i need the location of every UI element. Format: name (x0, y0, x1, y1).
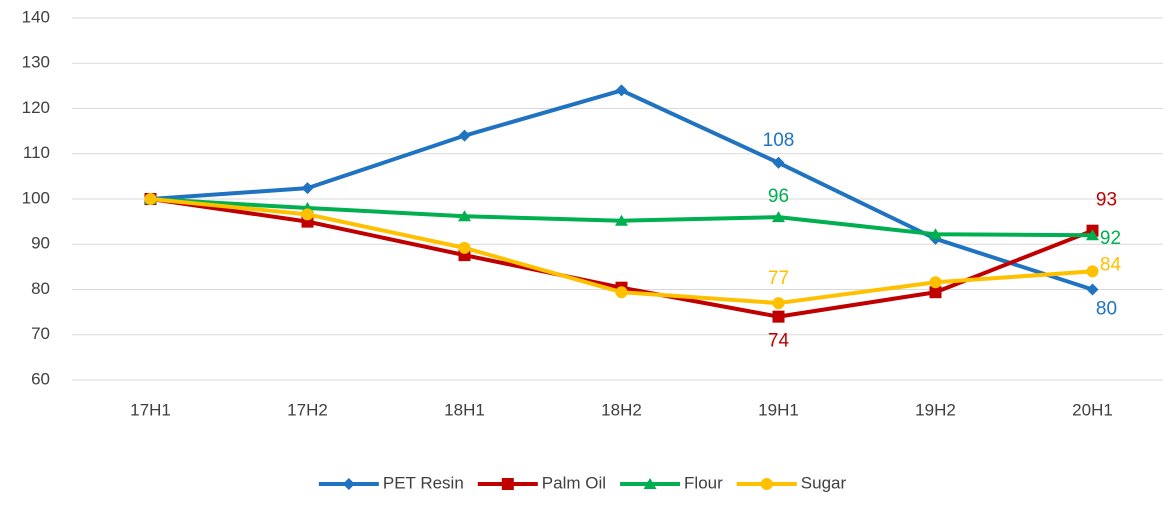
y-tick-label: 100 (22, 188, 50, 207)
legend-label: Palm Oil (542, 473, 606, 492)
legend-label: PET Resin (383, 473, 464, 492)
marker (458, 210, 471, 222)
y-tick-label: 70 (31, 324, 50, 343)
marker (1086, 283, 1099, 296)
legend-label: Flour (684, 473, 723, 492)
marker (929, 286, 942, 299)
marker (1086, 229, 1099, 241)
y-tick-label: 90 (31, 234, 50, 253)
marker (458, 241, 471, 254)
data-label: 80 (1096, 299, 1117, 320)
legend-item: Sugar (736, 473, 847, 492)
marker (615, 214, 628, 226)
marker (772, 211, 785, 223)
legend-label: Sugar (801, 473, 847, 492)
marker (1086, 265, 1099, 278)
data-label: 92 (1100, 228, 1121, 249)
marker (772, 297, 785, 310)
x-tick-label: 20H1 (1072, 400, 1113, 419)
data-label: 93 (1096, 190, 1117, 211)
data-label: 74 (768, 331, 790, 352)
data-label: 84 (1100, 254, 1122, 275)
x-tick-label: 17H2 (287, 400, 328, 419)
marker (301, 208, 314, 221)
marker (772, 310, 785, 323)
marker (458, 129, 471, 142)
marker (501, 478, 514, 490)
series-line (150, 88, 1094, 292)
marker (772, 156, 785, 169)
legend: PET Resin Palm Oil Flour Sugar (318, 473, 847, 492)
y-tick-label: 80 (31, 279, 50, 298)
marker (458, 249, 471, 262)
y-tick-label: 110 (23, 143, 50, 162)
y-tick-label: 130 (22, 53, 50, 72)
marker (615, 286, 628, 299)
marker (643, 478, 657, 489)
x-tick-label: 18H1 (444, 400, 485, 419)
legend-item: Palm Oil (477, 473, 606, 492)
x-tick-label: 18H2 (601, 400, 642, 419)
x-tick-label: 19H2 (915, 400, 956, 419)
marker (929, 228, 942, 240)
data-label: 77 (768, 268, 789, 289)
y-tick-label: 140 (22, 7, 50, 26)
series: 108 80 (144, 84, 1117, 320)
y-tick-label: 60 (31, 369, 50, 388)
legend-item: Flour (620, 473, 723, 492)
data-label: 96 (768, 186, 789, 207)
data-label: 108 (763, 130, 795, 151)
marker (929, 276, 942, 289)
marker (760, 478, 773, 490)
x-tick-label: 17H1 (130, 400, 171, 419)
y-tick-label: 120 (22, 98, 50, 117)
marker (301, 182, 314, 195)
marker (144, 193, 157, 205)
marker (615, 84, 628, 97)
marker (342, 478, 355, 490)
series: 77 84 (144, 193, 1122, 310)
legend-item: PET Resin (318, 473, 464, 492)
x-tick-label: 19H1 (758, 400, 799, 419)
